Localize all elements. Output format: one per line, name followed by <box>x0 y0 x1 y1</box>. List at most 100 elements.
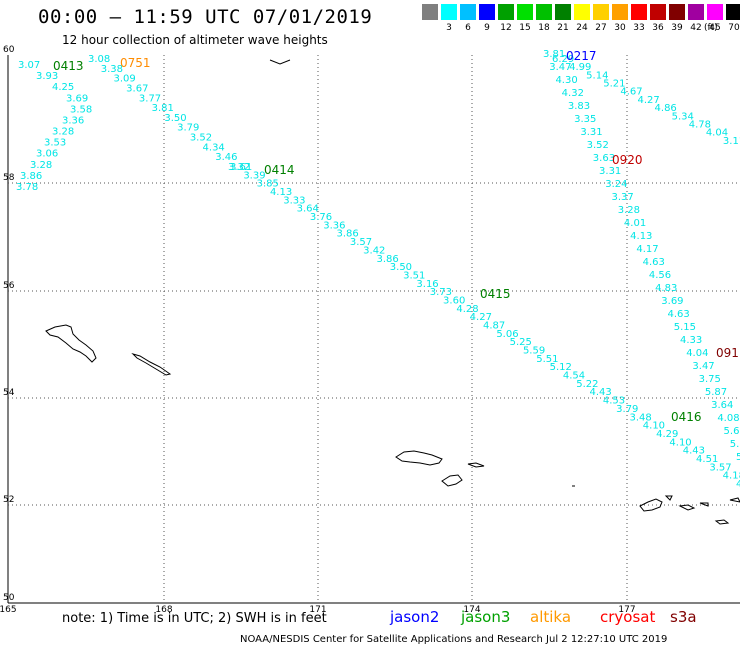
satellite-legend-item: s3a <box>670 608 697 626</box>
wave-height-label: 4. <box>736 479 740 490</box>
wave-height-label: 3.76 <box>310 212 332 223</box>
scale-swatch <box>517 4 533 20</box>
wave-height-label: 3.48 <box>629 412 651 423</box>
latitude-label: 54 <box>3 388 15 398</box>
wave-height-label: 3.85 <box>257 179 279 190</box>
scale-tick-label: 3 <box>446 23 452 33</box>
wave-height-label: 3.69 <box>66 93 88 104</box>
scale-swatch <box>460 4 476 20</box>
wave-height-label: 3.57 <box>709 462 731 473</box>
scale-swatch <box>707 4 723 20</box>
wave-height-label: 5.14 <box>586 70 608 81</box>
scale-tick-label: 33 <box>633 23 645 33</box>
wave-height-label: 3.47 <box>692 361 714 372</box>
wave-height-label: 3.39 <box>243 170 265 181</box>
wave-height-label: 4.87 <box>483 321 505 332</box>
latitude-label: 50 <box>3 593 15 603</box>
wave-height-label: 5.3 <box>730 439 740 450</box>
wave-height-label: 3.53 <box>44 138 66 149</box>
wave-height-label: 3.36 <box>323 220 345 231</box>
wave-height-label: 5.65 <box>724 426 740 437</box>
wave-height-label: 4.99 <box>569 62 591 73</box>
scale-swatch <box>669 4 685 20</box>
wave-height-label: 3.86 <box>337 229 359 240</box>
track-time-label: 0413 <box>53 59 84 73</box>
wave-height-label: 3.86 <box>20 171 42 182</box>
wave-height-label: 4.18 <box>723 471 740 482</box>
scale-swatch <box>688 4 704 20</box>
wave-height-label: 3.31 <box>580 127 602 138</box>
wave-height-label: 4.27 <box>470 312 492 323</box>
footer-credit: NOAA/NESDIS Center for Satellite Applica… <box>240 634 668 645</box>
wave-height-label: 4.13 <box>630 231 652 242</box>
scale-tick-label: 70 <box>728 23 740 33</box>
wave-height-label: 3.86 <box>376 254 398 265</box>
kamchatka-coast <box>269 59 291 65</box>
wave-height-label: 3.69 <box>661 296 683 307</box>
satellite-legend-item: jason2 <box>390 608 440 626</box>
wave-height-label: 3.50 <box>164 113 186 124</box>
wave-height-label: 3.79 <box>616 404 638 415</box>
coastlines <box>45 59 740 525</box>
wave-height-label: 4.33 <box>680 335 702 346</box>
page-subtitle: 12 hour collection of altimeter wave hei… <box>62 33 328 47</box>
wave-height-label: 3.81 <box>152 103 174 114</box>
wave-height-label: 3.52 <box>587 140 609 151</box>
amchitka-island <box>714 519 730 525</box>
latitude-label: 58 <box>3 173 15 183</box>
scale-tick-label: 24 <box>576 23 588 33</box>
track-time-labels: 0414 0415 0416 0413 0751 0920 0217 091 <box>53 49 739 424</box>
wave-height-label: 4.29 <box>656 429 678 440</box>
medny-island <box>131 352 172 376</box>
scale-swatch <box>726 4 740 20</box>
scale-tick-label: 9 <box>484 23 490 33</box>
little-kiska <box>664 495 673 501</box>
longitude-label: 174 <box>463 605 480 615</box>
wave-height-label: 3.60 <box>443 295 465 306</box>
wave-height-label: 3.75 <box>699 374 721 385</box>
wave-height-label: 4.27 <box>637 95 659 106</box>
scale-tick-label: 6 <box>465 23 471 33</box>
graticule <box>8 55 740 603</box>
wave-height-label: 4.78 <box>689 119 711 130</box>
wave-height-label: 4.43 <box>590 387 612 398</box>
scale-swatch <box>593 4 609 20</box>
wave-height-label: 3.63 <box>593 153 615 164</box>
wave-height-label: 3.08 <box>88 54 110 65</box>
wave-height-label: 5.87 <box>705 387 727 398</box>
wave-height-label: 3.64 <box>711 400 733 411</box>
track-time-label: 0415 <box>480 287 511 301</box>
wave-height-label: 3.93 <box>36 71 58 82</box>
wave-height-label: 3.57 <box>350 237 372 248</box>
satellite-legend-item: cryosat <box>600 608 656 626</box>
latitude-label: 60 <box>3 45 15 55</box>
satellite-legend-item: jason3 <box>461 608 511 626</box>
wave-height-label: 5.51 <box>536 354 558 365</box>
track-time-label: 0751 <box>120 56 151 70</box>
wave-height-label: 4.04 <box>686 348 708 359</box>
scale-unit: (ft) <box>704 23 718 33</box>
wave-height-label: 4.53 <box>603 396 625 407</box>
wave-height-label: 3.07 <box>18 60 40 71</box>
wave-height-label: 3.37 <box>611 192 633 203</box>
longitude-label: 165 <box>0 605 17 615</box>
wave-height-label: 4.63 <box>668 309 690 320</box>
scale-swatch <box>612 4 628 20</box>
wave-height-label: 6.29 <box>552 54 574 65</box>
footer-note: note: 1) Time is in UTC; 2) SWH is in fe… <box>62 611 327 626</box>
scale-tick-label: 45 <box>709 23 721 33</box>
wave-height-label: 4.10 <box>643 421 665 432</box>
scale-tick-label: 18 <box>538 23 550 33</box>
wave-height-label: 3.47 <box>549 62 571 73</box>
latitude-label: 52 <box>3 495 14 505</box>
semisopochnoi <box>729 497 740 503</box>
wave-height-label: 3.78 <box>16 182 38 193</box>
altimeter-tracks: 3.613.393.854.133.333.643.763.363.863.57… <box>16 49 740 490</box>
wave-height-label: 5.25 <box>510 337 532 348</box>
wave-height-label: 4.17 <box>636 244 658 255</box>
wave-height-label: 5. <box>736 452 740 463</box>
wave-height-label: 3.36 <box>62 115 84 126</box>
attu-island <box>395 450 443 466</box>
page-title: 00:00 – 11:59 UTC 07/01/2019 <box>38 6 373 28</box>
scale-tick-label: 27 <box>595 23 607 33</box>
